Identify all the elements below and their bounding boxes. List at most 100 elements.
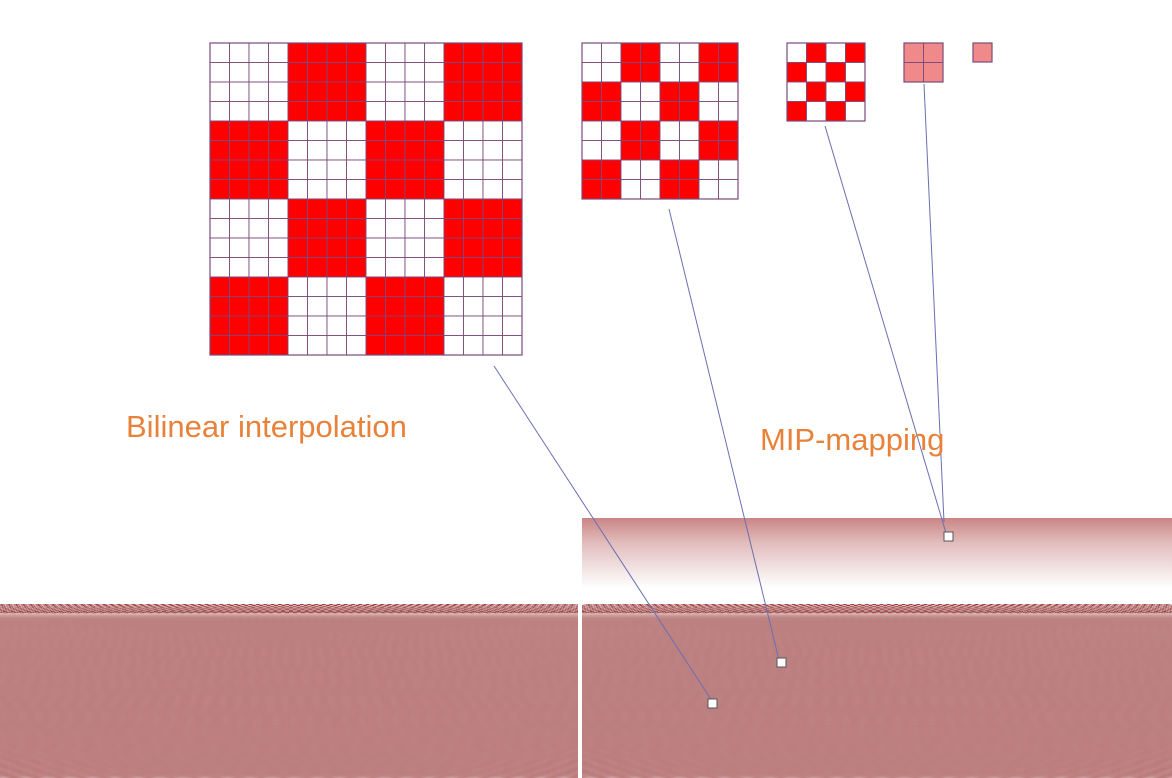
floor-tile — [155, 674, 164, 676]
texel — [502, 101, 523, 122]
floor-tile — [116, 657, 124, 659]
floor-tile — [574, 658, 578, 660]
floor-tile — [539, 649, 547, 651]
floor-tile — [217, 646, 224, 648]
floor-tile — [320, 705, 330, 708]
floor-tile — [15, 682, 25, 684]
texel — [307, 42, 328, 63]
floor-tile — [3, 670, 13, 672]
floor-tile — [25, 649, 34, 651]
floor-tile — [222, 648, 229, 650]
floor-tile — [426, 648, 433, 649]
floor-tile — [530, 660, 538, 662]
floor-tile — [571, 698, 578, 700]
floor-tile — [522, 769, 537, 773]
floor-tile — [406, 656, 414, 658]
floor-tile — [95, 656, 103, 657]
floor-tile — [203, 686, 211, 688]
floor-tile — [99, 676, 108, 678]
floor-tile — [0, 681, 6, 683]
floor-tile — [538, 651, 546, 653]
floor-tile — [479, 684, 489, 687]
floor-tile — [219, 653, 226, 655]
floor-tile — [533, 640, 540, 642]
floor-tile — [278, 644, 284, 646]
floor-tile — [480, 769, 494, 773]
floor-tile — [476, 763, 489, 767]
floor-tile — [171, 728, 182, 731]
floor-tile — [326, 695, 335, 697]
floor-tile — [168, 667, 176, 669]
floor-tile — [218, 701, 227, 703]
floor-tile — [380, 645, 387, 646]
floor-tile — [275, 681, 283, 683]
floor-tile — [231, 686, 240, 688]
floor-tile — [479, 646, 486, 648]
floor-tile — [181, 658, 188, 660]
floor-tile — [73, 737, 85, 740]
floor-tile — [340, 640, 347, 641]
floor-tile — [347, 748, 358, 751]
floor-tile — [103, 715, 114, 718]
floor-tile — [99, 641, 107, 643]
texel — [268, 335, 289, 356]
floor-tile — [298, 746, 309, 749]
floor-tile — [311, 653, 318, 655]
floor-tile — [265, 653, 272, 655]
floor-tile — [208, 705, 218, 708]
floor-tile — [483, 726, 495, 729]
floor-tile — [381, 646, 388, 648]
floor-tile — [162, 763, 175, 767]
floor-tile — [17, 648, 25, 649]
floor-tile — [361, 649, 368, 651]
floor-tile — [369, 728, 380, 731]
floor-tile — [56, 639, 63, 641]
floor-tile — [517, 643, 525, 645]
floor-tile — [207, 645, 214, 646]
texel — [620, 81, 641, 102]
floor-tile — [150, 673, 158, 675]
floor-tile — [507, 670, 516, 672]
floor-tile — [504, 651, 512, 653]
floor-tile — [283, 657, 289, 659]
floor-tile — [41, 733, 53, 736]
floor-tile — [507, 684, 517, 687]
floor-tile — [479, 658, 487, 660]
floor-tile — [31, 644, 38, 646]
floor-tile — [302, 678, 310, 681]
floor-tile — [343, 647, 350, 648]
floor-tile — [6, 648, 14, 649]
floor-tile — [29, 761, 43, 764]
floor-tile — [96, 733, 108, 736]
floor-tile — [272, 648, 278, 649]
floor-tile — [140, 642, 147, 644]
floor-tile — [498, 641, 505, 643]
floor-tile — [476, 682, 486, 684]
floor-tile — [164, 690, 173, 692]
floor-tile — [397, 645, 404, 647]
floor-tile — [432, 717, 443, 720]
floor-tile — [26, 672, 35, 674]
floor-tile — [158, 688, 167, 690]
floor-tile — [0, 712, 2, 714]
floor-tile — [352, 642, 359, 644]
floor-tile — [429, 702, 439, 705]
floor-tile — [305, 649, 312, 651]
floor-tile — [207, 665, 215, 667]
floor-tile — [69, 647, 76, 648]
floor-tile — [206, 667, 214, 669]
floor-tile — [17, 690, 28, 692]
floor-tile — [428, 737, 439, 740]
floor-tile — [365, 657, 373, 659]
floor-tile — [474, 655, 482, 657]
floor-tile — [502, 712, 514, 715]
texel — [346, 335, 367, 356]
floor-tile — [107, 675, 116, 677]
floor-tile — [91, 643, 98, 645]
floor-tile — [281, 692, 289, 695]
floor-tile — [361, 730, 371, 733]
floor-tile — [267, 769, 279, 773]
floor-tile — [99, 688, 109, 690]
floor-tile — [355, 674, 363, 676]
floor-tile — [251, 666, 258, 668]
